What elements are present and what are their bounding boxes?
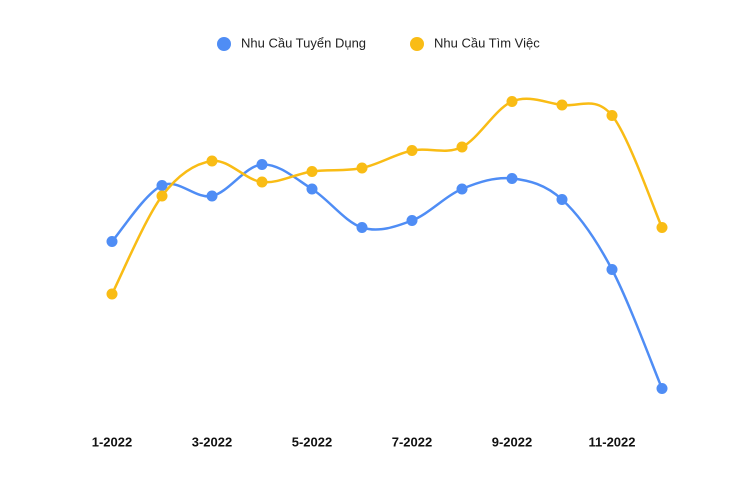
data-point	[556, 99, 568, 111]
x-tick-label: 7-2022	[392, 434, 432, 449]
data-point	[306, 183, 318, 195]
data-point	[356, 222, 368, 233]
data-point	[106, 236, 118, 247]
series-line	[111, 163, 664, 389]
data-point	[406, 215, 418, 226]
legend-label: Nhu Cầu Tìm Việc	[434, 35, 540, 50]
data-point	[206, 190, 218, 202]
data-point	[506, 96, 518, 107]
legend-marker	[217, 37, 231, 51]
data-point	[656, 222, 668, 233]
data-point	[306, 166, 318, 177]
data-point	[606, 264, 618, 275]
data-point	[606, 110, 618, 121]
data-point	[656, 383, 668, 394]
legend-label: Nhu Cầu Tuyển Dụng	[241, 35, 366, 50]
x-tick-label: 3-2022	[192, 434, 232, 449]
data-point	[456, 183, 468, 195]
data-point	[456, 141, 468, 153]
x-tick-label: 11-2022	[589, 434, 636, 449]
x-tick-label: 9-2022	[492, 434, 532, 449]
data-point	[206, 155, 218, 167]
data-point	[156, 180, 168, 191]
data-point	[356, 162, 368, 174]
data-point	[256, 159, 268, 170]
data-point	[156, 190, 168, 202]
data-point	[256, 176, 268, 188]
data-point	[406, 145, 418, 156]
data-point	[506, 173, 518, 184]
series-line	[110, 97, 664, 295]
x-tick-label: 1-2022	[92, 434, 132, 449]
data-point	[556, 194, 568, 205]
data-point	[106, 288, 118, 300]
x-tick-label: 5-2022	[292, 434, 332, 449]
legend-marker	[410, 37, 424, 51]
